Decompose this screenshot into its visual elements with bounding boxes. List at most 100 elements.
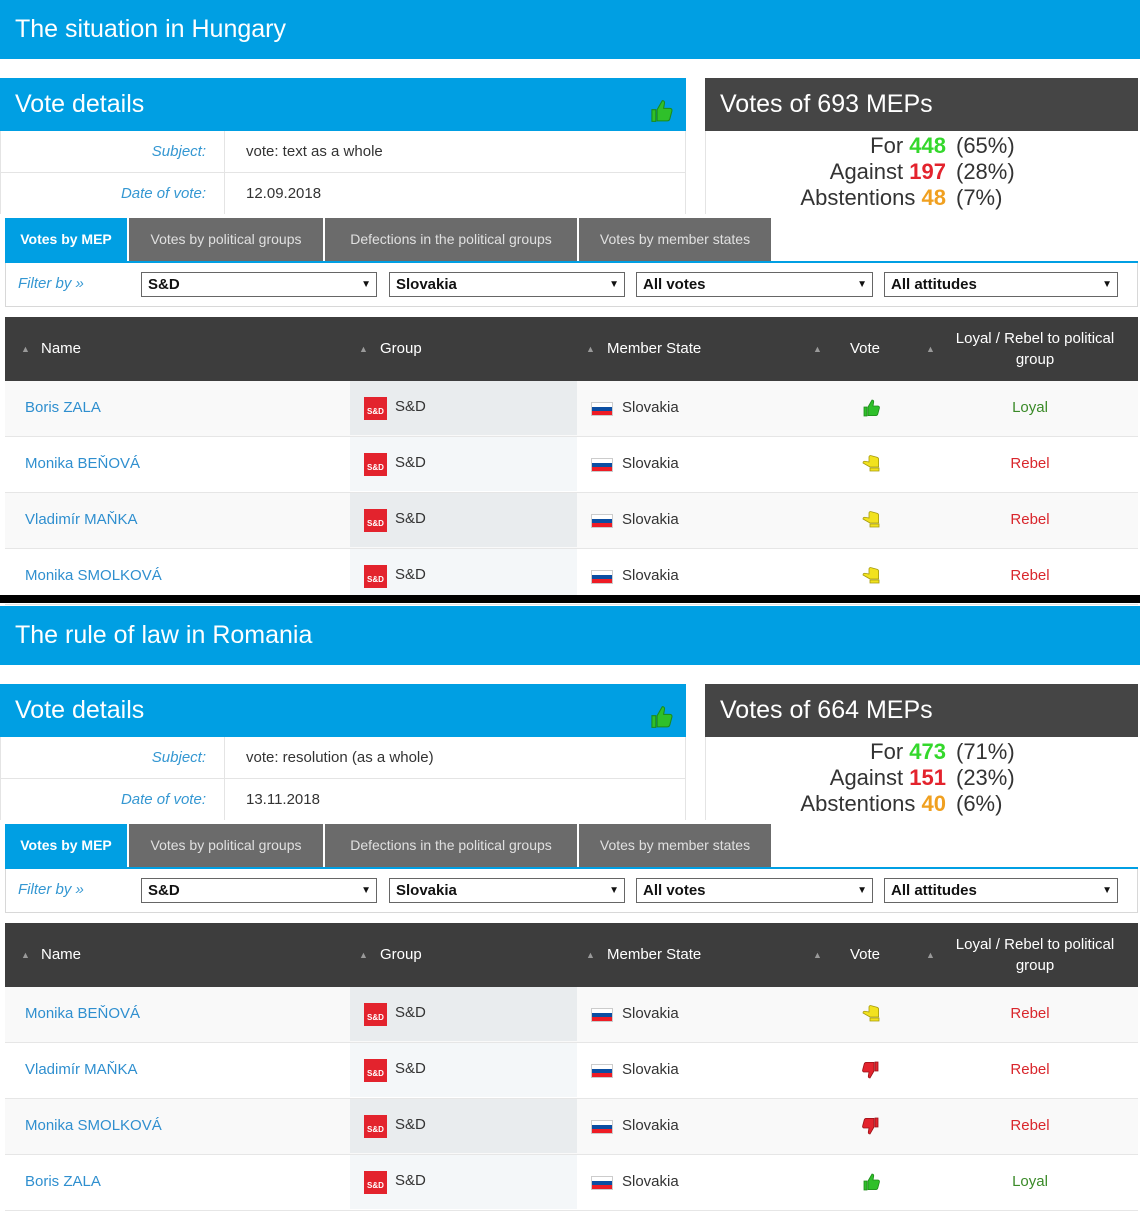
- state-label: Slovakia: [622, 455, 679, 472]
- sd-logo-icon: S&D: [364, 1003, 387, 1026]
- mep-tally-heading: Votes of 664 MEPs: [705, 684, 1138, 737]
- mep-name-link[interactable]: Monika SMOLKOVÁ: [25, 1117, 162, 1134]
- col-group[interactable]: Group: [380, 946, 422, 963]
- state-label: Slovakia: [622, 1117, 679, 1134]
- vote-details-heading: Vote details: [15, 696, 145, 724]
- chevron-down-icon: ▼: [361, 885, 371, 896]
- mep-name-link[interactable]: Vladimír MAŇKA: [25, 1061, 138, 1078]
- tab-votes-by-political-groups[interactable]: Votes by political groups: [129, 824, 323, 867]
- mep-name-link[interactable]: Monika SMOLKOVÁ: [25, 567, 162, 584]
- group-cell: S&D S&D: [350, 987, 577, 1041]
- tally-against: Against 197 (28%): [829, 159, 1015, 184]
- vote-abstain-icon: [861, 566, 881, 586]
- sd-logo-icon: S&D: [364, 397, 387, 420]
- tab-bar: Votes by MEP Votes by political groups Def…: [5, 218, 1138, 261]
- col-name[interactable]: Name: [41, 946, 82, 963]
- table-row: Vladimír MAŇKA S&D S&D Slovakia Rebel: [5, 493, 1138, 549]
- col-loyal-rebel[interactable]: Loyal / Rebel to political group: [955, 330, 1115, 368]
- tally-abstentions: Abstentions 40 (6%): [800, 791, 1003, 816]
- group-label: S&D: [395, 1116, 426, 1133]
- subject-value: vote: resolution (as a whole): [246, 749, 434, 766]
- sort-icon[interactable]: ▲: [926, 344, 935, 354]
- table-row: Boris ZALA S&D S&D Slovakia Loyal: [5, 381, 1138, 437]
- vote-against-icon: [861, 1116, 881, 1136]
- section-title: The situation in Hungary: [0, 0, 1140, 59]
- votes-select[interactable]: All votes ▼: [636, 878, 873, 903]
- col-member-state[interactable]: Member State: [607, 946, 702, 963]
- chevron-down-icon: ▼: [1102, 279, 1112, 290]
- filter-label: Filter by »: [18, 881, 84, 898]
- sd-logo-icon: S&D: [364, 1171, 387, 1194]
- tab-votes-by-member-states[interactable]: Votes by member states: [579, 824, 771, 867]
- state-select[interactable]: Slovakia ▼: [389, 272, 625, 297]
- attitude-label: Rebel: [1010, 455, 1050, 472]
- slovakia-flag-icon: [591, 402, 613, 416]
- chevron-down-icon: ▼: [857, 885, 867, 896]
- sort-icon[interactable]: ▲: [359, 344, 368, 354]
- state-label: Slovakia: [622, 511, 679, 528]
- col-group[interactable]: Group: [380, 340, 422, 357]
- tab-votes-by-mep[interactable]: Votes by MEP: [5, 824, 127, 867]
- date-label: Date of vote:: [1, 779, 225, 820]
- mep-name-link[interactable]: Monika BEŇOVÁ: [25, 455, 141, 472]
- sort-icon[interactable]: ▲: [586, 344, 595, 354]
- col-loyal-rebel[interactable]: Loyal / Rebel to political group: [955, 936, 1115, 974]
- vote-abstain-icon: [861, 1004, 881, 1024]
- col-vote[interactable]: Vote: [850, 340, 881, 357]
- group-label: S&D: [395, 398, 426, 415]
- tab-defections[interactable]: Defections in the political groups: [325, 218, 577, 261]
- state-select[interactable]: Slovakia ▼: [389, 878, 625, 903]
- vote-section: The situation in Hungary Vote details Su…: [0, 0, 1140, 605]
- attitudes-select[interactable]: All attitudes ▼: [884, 272, 1118, 297]
- mep-name-link[interactable]: Vladimír MAŇKA: [25, 511, 138, 528]
- tab-votes-by-political-groups[interactable]: Votes by political groups: [129, 218, 323, 261]
- group-select[interactable]: S&D ▼: [141, 878, 377, 903]
- sort-icon[interactable]: ▲: [586, 950, 595, 960]
- tab-votes-by-member-states[interactable]: Votes by member states: [579, 218, 771, 261]
- attitudes-select[interactable]: All attitudes ▼: [884, 878, 1118, 903]
- mep-tally-panel: Votes of 693 MEPs For 448 (65%) Against …: [705, 78, 1138, 214]
- vote-section: The rule of law in Romania Vote details …: [0, 606, 1140, 1211]
- state-label: Slovakia: [622, 1005, 679, 1022]
- sort-icon[interactable]: ▲: [813, 950, 822, 960]
- sort-icon[interactable]: ▲: [21, 344, 30, 354]
- attitude-label: Loyal: [1012, 399, 1048, 416]
- sort-icon[interactable]: ▲: [359, 950, 368, 960]
- mep-name-link[interactable]: Boris ZALA: [25, 1173, 101, 1190]
- table-row: Vladimír MAŇKA S&D S&D Slovakia Rebel: [5, 1043, 1138, 1099]
- col-name[interactable]: Name: [41, 340, 82, 357]
- chevron-down-icon: ▼: [609, 885, 619, 896]
- group-select[interactable]: S&D ▼: [141, 272, 377, 297]
- vote-abstain-icon: [861, 510, 881, 530]
- sd-logo-icon: S&D: [364, 453, 387, 476]
- attitude-label: Rebel: [1010, 1005, 1050, 1022]
- sort-icon[interactable]: ▲: [21, 950, 30, 960]
- sd-logo-icon: S&D: [364, 565, 387, 588]
- tally-for: For 473 (71%): [870, 739, 1015, 764]
- thumbs-up-icon: [648, 697, 673, 728]
- state-label: Slovakia: [622, 567, 679, 584]
- tab-votes-by-mep[interactable]: Votes by MEP: [5, 218, 127, 261]
- tally-abstentions: Abstentions 48 (7%): [800, 185, 1003, 210]
- votes-select[interactable]: All votes ▼: [636, 272, 873, 297]
- vote-details-panel: Vote details Subject: vote: resolution (…: [0, 684, 686, 820]
- attitude-label: Rebel: [1010, 1061, 1050, 1078]
- mep-name-link[interactable]: Boris ZALA: [25, 399, 101, 416]
- sort-icon[interactable]: ▲: [926, 950, 935, 960]
- table-header: ▲ Name ▲ Group ▲ Member State ▲ Vote ▲ L…: [5, 923, 1138, 987]
- state-label: Slovakia: [622, 1061, 679, 1078]
- filter-bar: Filter by » S&D ▼ Slovakia ▼ All votes ▼ Al…: [5, 869, 1138, 913]
- state-cell: Slovakia: [577, 1043, 815, 1097]
- group-cell: S&D S&D: [350, 549, 577, 603]
- tab-defections[interactable]: Defections in the political groups: [325, 824, 577, 867]
- chevron-down-icon: ▼: [609, 279, 619, 290]
- chevron-down-icon: ▼: [361, 279, 371, 290]
- col-vote[interactable]: Vote: [850, 946, 881, 963]
- attitude-label: Loyal: [1012, 1173, 1048, 1190]
- mep-tally-heading: Votes of 693 MEPs: [705, 78, 1138, 131]
- col-member-state[interactable]: Member State: [607, 340, 702, 357]
- sort-icon[interactable]: ▲: [813, 344, 822, 354]
- mep-name-link[interactable]: Monika BEŇOVÁ: [25, 1005, 141, 1022]
- group-cell: S&D S&D: [350, 493, 577, 547]
- chevron-down-icon: ▼: [1102, 885, 1112, 896]
